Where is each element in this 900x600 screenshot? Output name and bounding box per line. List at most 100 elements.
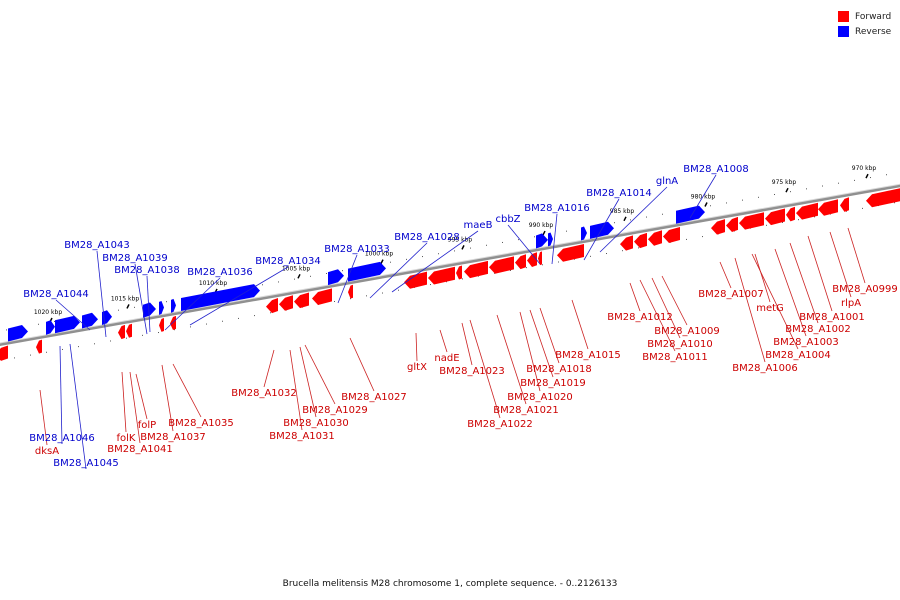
label-leader-line — [571, 299, 589, 350]
reverse-swatch — [838, 26, 849, 37]
label-leader-line — [349, 337, 375, 392]
gene-label-dksa: dksA — [35, 446, 59, 457]
reverse-gene-block — [82, 312, 98, 329]
forward-gene-block — [404, 271, 427, 289]
label-leader-line — [134, 263, 148, 335]
forward-gene-block — [312, 288, 332, 305]
gene-label-bm28-a1018: BM28_A1018 — [526, 364, 592, 375]
minor-tick — [446, 281, 447, 283]
gene-label-bm28-a1038: BM28_A1038 — [114, 265, 180, 276]
gene-label-bm28-a1046: BM28_A1046 — [29, 433, 95, 444]
forward-gene-block — [266, 297, 278, 314]
scale-tick-mark — [704, 202, 708, 207]
gene-label-bm28-a1041: BM28_A1041 — [107, 444, 173, 455]
gene-label-bm28-a1008: BM28_A1008 — [683, 164, 749, 175]
minor-tick — [494, 272, 495, 274]
gene-label-bm28-a1001: BM28_A1001 — [799, 312, 865, 323]
minor-tick — [894, 202, 895, 204]
forward-gene-block — [36, 339, 42, 354]
scale-tick-label: 1000 kbp — [365, 251, 393, 258]
forward-gene-block — [818, 199, 838, 216]
minor-tick — [46, 351, 47, 353]
minor-tick — [782, 221, 783, 223]
label-leader-line — [189, 266, 289, 326]
minor-tick — [174, 329, 175, 331]
label-leader-line — [164, 277, 221, 331]
gene-label-bm28-a1027: BM28_A1027 — [341, 392, 407, 403]
gene-label-cbbz: cbbZ — [495, 214, 520, 225]
minor-tick — [94, 343, 95, 345]
gene-label-bm28-a1010: BM28_A1010 — [647, 339, 713, 350]
gene-label-bm28-a1003: BM28_A1003 — [773, 337, 839, 348]
minor-tick — [166, 301, 167, 303]
label-leader-line — [829, 231, 852, 298]
forward-gene-block — [279, 295, 293, 311]
gene-label-bm28-a1044: BM28_A1044 — [23, 289, 89, 300]
scale-tick-mark — [461, 245, 465, 250]
minor-tick — [710, 205, 711, 207]
scale-tick-label: 995 kbp — [448, 236, 473, 243]
label-leader-line — [299, 346, 317, 418]
label-leader-line — [629, 282, 641, 312]
gene-label-bm28-a1036: BM28_A1036 — [187, 267, 253, 278]
minor-tick — [846, 210, 847, 212]
forward-gene-block — [765, 208, 785, 226]
scale-tick-label: 975 kbp — [772, 179, 797, 186]
minor-tick — [502, 241, 503, 243]
gene-label-bm28-a1030: BM28_A1030 — [283, 418, 349, 429]
label-leader-line — [719, 261, 732, 289]
minor-tick — [430, 284, 431, 286]
label-leader-line — [369, 242, 428, 299]
gene-label-rlpa: rlpA — [841, 298, 861, 309]
gene-label-bm28-a1043: BM28_A1043 — [64, 240, 130, 251]
minor-tick — [542, 264, 543, 266]
forward-gene-block — [159, 318, 164, 332]
minor-tick — [590, 255, 591, 257]
backbone-line — [0, 184, 900, 346]
gene-label-bm28-a1045: BM28_A1045 — [53, 458, 119, 469]
minor-tick — [126, 337, 127, 339]
minor-tick — [806, 188, 807, 190]
minor-tick — [254, 315, 255, 317]
minor-tick — [222, 320, 223, 322]
label-leader-line — [415, 332, 418, 362]
reverse-gene-block — [171, 298, 176, 313]
label-leader-line — [121, 371, 127, 433]
minor-tick — [398, 289, 399, 291]
gene-label-bm28-a1037: BM28_A1037 — [140, 432, 206, 443]
forward-gene-block — [0, 345, 8, 361]
forward-gene-block — [866, 188, 900, 208]
minor-tick — [470, 247, 471, 249]
minor-tick — [558, 261, 559, 263]
minor-tick — [350, 298, 351, 300]
minor-tick — [606, 253, 607, 255]
gene-label-bm28-a1023: BM28_A1023 — [439, 366, 505, 377]
minor-tick — [742, 199, 743, 201]
reverse-gene-block — [676, 205, 705, 224]
reverse-gene-block — [581, 226, 587, 241]
minor-tick — [886, 174, 887, 176]
scale-tick-mark — [297, 273, 301, 279]
minor-tick — [278, 281, 279, 283]
label-leader-line — [59, 345, 63, 445]
minor-tick — [262, 284, 263, 286]
minor-tick — [118, 309, 119, 311]
minor-tick — [534, 236, 535, 238]
minor-tick — [30, 354, 31, 356]
gene-label-bm28-a1033: BM28_A1033 — [324, 244, 390, 255]
forward-gene-block — [118, 324, 125, 340]
reverse-gene-block — [46, 320, 55, 335]
minor-tick — [526, 267, 527, 269]
label-leader-line — [529, 309, 554, 378]
scale-tick-mark — [785, 187, 789, 193]
gene-blocks — [0, 188, 900, 361]
gene-label-bm28-a1016: BM28_A1016 — [524, 203, 590, 214]
label-leader-line — [461, 322, 473, 366]
scale-tick-label: 1005 kbp — [282, 265, 310, 272]
label-leader-line — [289, 349, 303, 431]
gene-label-bm28-a1002: BM28_A1002 — [785, 324, 851, 335]
forward-gene-block — [538, 251, 542, 266]
reverse-gene-block — [159, 301, 164, 315]
gene-labels: BM28_A1046 BM28_A1045 BM28_A1044 BM28_A1043… — [23, 164, 898, 469]
